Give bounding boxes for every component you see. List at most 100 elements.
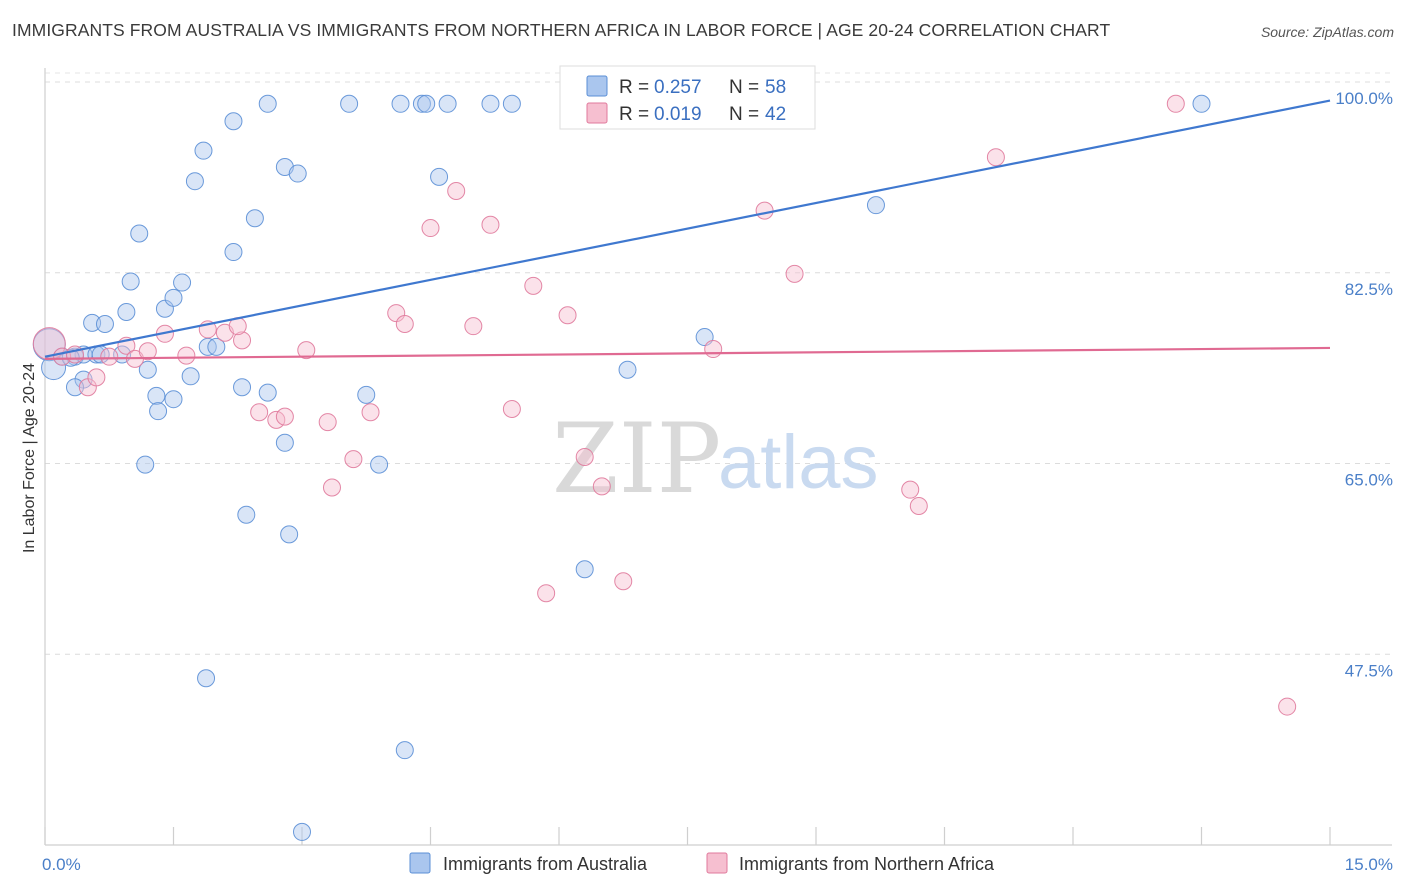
series-0-point-55 <box>866 196 885 215</box>
series-0-point-51 <box>197 669 216 688</box>
series-1-point-17 <box>275 407 294 426</box>
watermark-atlas: atlas <box>718 420 879 505</box>
series-0-point-56 <box>1192 94 1211 113</box>
series-0-point-21 <box>173 273 192 292</box>
series-0-point-35 <box>275 433 294 452</box>
chart-source: Source: ZipAtlas.com <box>1260 24 1394 40</box>
series-1-point-31 <box>537 584 556 603</box>
series-0-point-52 <box>575 560 594 579</box>
series-1-point-43 <box>1278 697 1297 716</box>
series-1-point-36 <box>704 340 723 359</box>
series-0-point-23 <box>185 172 204 191</box>
series-0-point-20 <box>164 390 183 409</box>
series-1-point-5 <box>100 347 119 366</box>
series-1-point-26 <box>447 182 466 200</box>
series-0-point-19 <box>164 288 183 307</box>
series-layer <box>32 94 1297 841</box>
series-0-point-17 <box>149 402 168 421</box>
series-1-point-4 <box>87 368 106 387</box>
series-legend-swatch-australia <box>409 852 431 874</box>
series-0-point-45 <box>417 94 436 113</box>
stats-legend: R = 0.257 N = 58 R = 0.019 N = 42 <box>559 65 816 130</box>
series-0-trend-line <box>44 99 1331 358</box>
series-1-point-22 <box>361 403 380 422</box>
watermark-zip: ZIP <box>552 403 721 515</box>
series-legend: Immigrants from Australia Immigrants fro… <box>409 852 995 874</box>
series-1-point-8 <box>138 342 157 361</box>
series-0-point-29 <box>233 378 252 397</box>
legend-r-value-2: 0.019 <box>654 104 702 125</box>
series-1-point-25 <box>421 219 440 238</box>
series-1-point-37 <box>755 201 774 220</box>
legend-n-label-2: N = <box>729 104 759 125</box>
series-0-point-53 <box>618 360 637 379</box>
gridlines <box>45 72 1392 655</box>
series-0-point-27 <box>224 112 243 131</box>
x-tick-labels: 0.0% 15.0% <box>42 855 1393 874</box>
y-tick-label-0: 100.0% <box>1335 89 1393 108</box>
series-1-point-42 <box>1166 94 1185 113</box>
y-tick-label-3: 47.5% <box>1345 661 1393 680</box>
series-0-point-24 <box>194 141 213 160</box>
series-0-point-36 <box>280 525 299 544</box>
legend-swatch-northern-africa <box>586 102 608 124</box>
series-0-point-47 <box>438 94 457 113</box>
legend-r-value-1: 0.257 <box>654 77 702 98</box>
series-legend-swatch-northern-africa <box>706 852 728 874</box>
series-0-point-40 <box>357 385 376 404</box>
series-1-trend-line <box>44 346 1331 360</box>
series-1-point-20 <box>322 478 341 497</box>
series-1-points <box>32 94 1297 716</box>
series-0-point-50 <box>136 455 155 474</box>
series-0-point-14 <box>130 224 149 243</box>
series-1-point-19 <box>318 413 337 432</box>
series-0-point-12 <box>117 302 136 321</box>
series-0-point-22 <box>181 367 200 386</box>
series-0-point-32 <box>258 383 277 402</box>
series-1-point-40 <box>909 497 928 516</box>
legend-swatch-australia <box>586 75 608 97</box>
series-0-point-15 <box>138 360 157 379</box>
legend-r-label-1: R = <box>619 77 649 98</box>
y-tick-label-1: 82.5% <box>1345 280 1393 299</box>
series-1-point-35 <box>614 572 633 591</box>
series-0-point-10 <box>83 313 102 332</box>
y-axis-label: In Labor Force | Age 20-24 <box>21 363 38 553</box>
watermark: ZIP atlas <box>552 403 879 515</box>
series-1-point-38 <box>785 264 804 283</box>
series-legend-label-northern-africa: Immigrants from Northern Africa <box>739 854 995 874</box>
y-tick-label-2: 65.0% <box>1345 471 1393 490</box>
series-0-point-30 <box>237 505 256 524</box>
series-0-point-39 <box>340 94 359 113</box>
series-1-point-10 <box>177 346 196 365</box>
legend-n-value-1: 58 <box>765 77 786 98</box>
series-1-point-30 <box>524 276 543 295</box>
series-0-point-46 <box>430 167 449 186</box>
series-0-point-43 <box>395 741 414 760</box>
series-0-point-49 <box>502 94 521 113</box>
series-legend-label-australia: Immigrants from Australia <box>443 854 648 874</box>
series-1-point-41 <box>986 148 1005 167</box>
series-0-point-41 <box>370 455 389 474</box>
series-0-points <box>32 94 1211 841</box>
series-0-point-13 <box>121 272 140 291</box>
series-1-point-15 <box>250 403 269 422</box>
series-0-point-37 <box>288 164 307 183</box>
series-0-point-16 <box>147 386 166 405</box>
series-1-point-34 <box>592 477 611 496</box>
series-0-point-48 <box>481 94 500 113</box>
series-0-point-44 <box>412 94 431 113</box>
series-0-point-42 <box>391 94 410 113</box>
series-1-point-24 <box>395 314 414 333</box>
series-0-point-28 <box>224 243 243 262</box>
x-tick-label-max: 15.0% <box>1345 855 1393 874</box>
series-1-point-27 <box>464 317 483 336</box>
series-1-point-21 <box>344 450 363 469</box>
series-0-point-33 <box>258 94 277 113</box>
legend-r-label-2: R = <box>619 104 649 125</box>
x-tick-label-min: 0.0% <box>42 855 81 874</box>
series-1-point-33 <box>575 447 594 466</box>
series-1-point-39 <box>901 480 920 499</box>
chart-title: IMMIGRANTS FROM AUSTRALIA VS IMMIGRANTS … <box>12 20 1111 40</box>
